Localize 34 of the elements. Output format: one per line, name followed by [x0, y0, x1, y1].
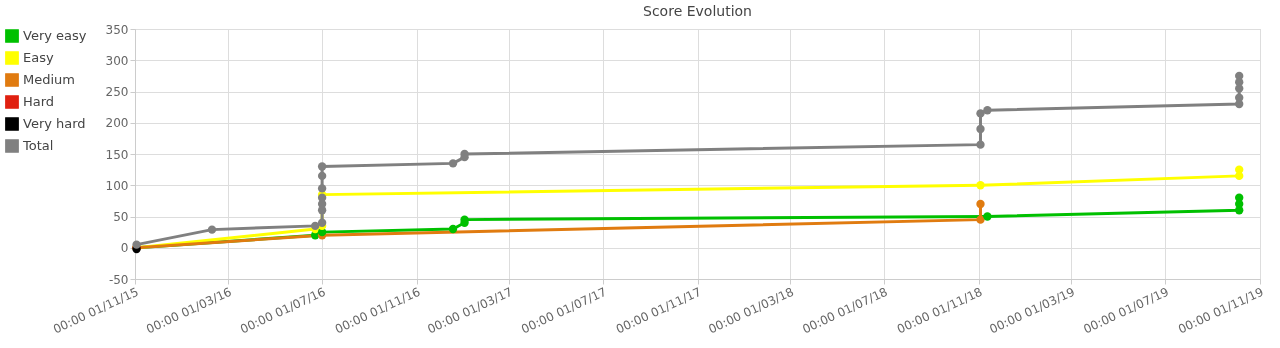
y-tick-label: -50 [108, 272, 129, 287]
y-tick-label: 0 [120, 241, 129, 256]
y-tick-label: 200 [105, 116, 129, 131]
point [976, 199, 985, 209]
y-tick-label: 300 [105, 53, 129, 68]
legend-label: Very hard [23, 116, 86, 131]
point [976, 109, 985, 118]
y-tick-label: 50 [113, 210, 129, 224]
chart-title: Score Evolution [643, 3, 752, 19]
point [317, 171, 327, 181]
y-tick-label: 350 [105, 22, 129, 37]
point [983, 212, 992, 221]
y-tick-label: 100 [105, 178, 129, 193]
point [976, 215, 985, 224]
legend-label: Hard [23, 94, 55, 109]
point [976, 181, 985, 190]
point [448, 159, 458, 168]
point [1235, 193, 1244, 202]
point [317, 162, 327, 171]
point [448, 224, 458, 234]
legend-label: Easy [23, 50, 54, 65]
legend-label: Medium [23, 72, 75, 87]
point [976, 140, 985, 149]
point [317, 218, 327, 227]
point [207, 225, 217, 234]
point [983, 106, 992, 115]
point [1235, 93, 1244, 102]
y-tick-label: 250 [105, 85, 129, 99]
point [976, 124, 985, 134]
legend-label: Total [22, 138, 54, 153]
point [317, 184, 327, 193]
y-tick-label: 150 [105, 147, 129, 162]
point [1235, 165, 1244, 174]
legend-label: Very easy [23, 28, 87, 43]
